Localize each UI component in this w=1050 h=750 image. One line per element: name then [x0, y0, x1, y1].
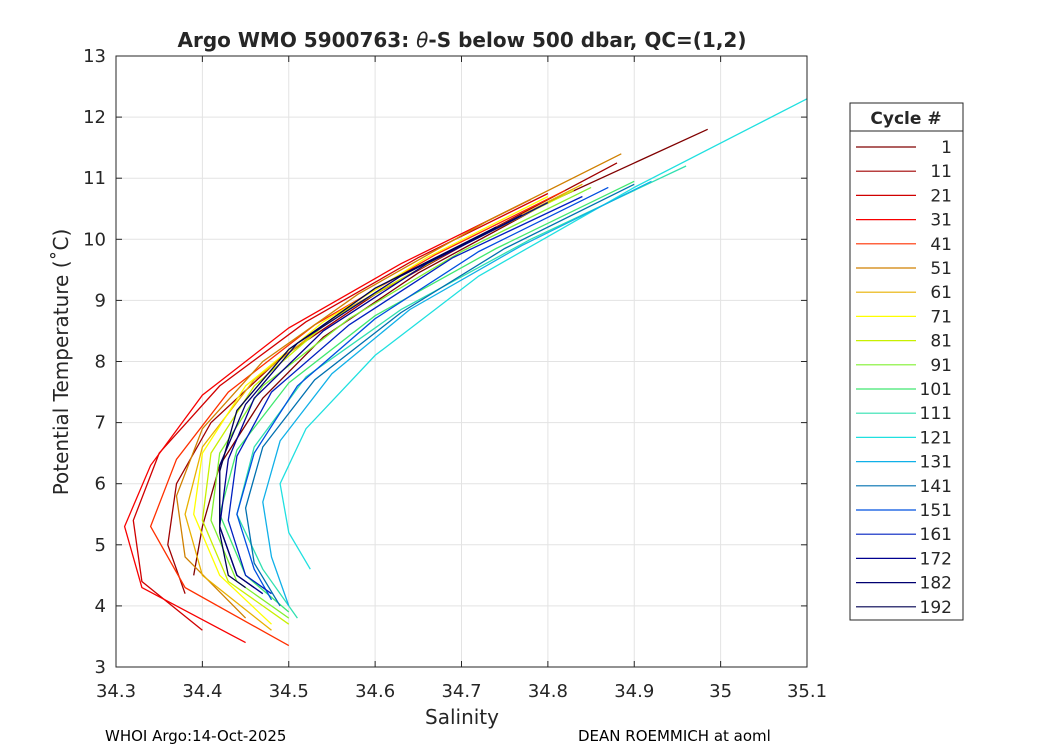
footer-left-text: WHOI Argo:14-Oct-2025	[105, 727, 286, 745]
legend-label: 111	[920, 404, 952, 424]
legend: Cycle # 11121314151617181911011111211311…	[849, 102, 964, 621]
x-tick-label: 35.1	[787, 681, 827, 702]
legend-label: 21	[930, 186, 952, 206]
legend-label: 51	[930, 259, 952, 279]
legend-label: 61	[930, 283, 952, 303]
legend-entry: 131	[856, 453, 952, 473]
profile-line-cycle-131	[262, 180, 652, 607]
profile-line-cycle-41	[149, 189, 566, 647]
legend-label: 1	[941, 138, 952, 158]
x-tick-label: 34.8	[528, 681, 568, 702]
x-tick-label: 34.5	[269, 681, 309, 702]
legend-entry: 71	[856, 307, 952, 327]
y-tick-label: 4	[95, 596, 106, 617]
legend-label: 71	[930, 307, 952, 327]
chart-title: Argo WMO 5900763: θ-S below 500 dbar, QC…	[178, 28, 747, 52]
legend-label: 192	[920, 598, 952, 618]
profile-line-cycle-51	[175, 153, 622, 619]
profile-line-cycle-91	[210, 186, 592, 619]
profile-line-cycle-192	[219, 226, 497, 589]
y-tick-label: 10	[83, 229, 106, 250]
y-tick-label: 9	[95, 290, 106, 311]
y-tick-label: 11	[83, 168, 106, 189]
profile-lines	[123, 98, 808, 647]
legend-entry: 81	[856, 332, 952, 352]
legend-label: 91	[930, 356, 952, 376]
legend-label: 81	[930, 332, 952, 352]
y-tick-label: 3	[95, 657, 106, 678]
legend-entry: 31	[856, 211, 952, 231]
profile-line-cycle-182	[219, 214, 523, 589]
legend-label: 141	[920, 477, 952, 497]
legend-entry: 192	[856, 598, 952, 618]
legend-entry: 91	[856, 356, 952, 376]
legend-entry: 182	[856, 574, 952, 594]
axis-ticks: 34.3 34.4 34.5 34.6 34.7 34.8 34.9 35 35.1 3 4 5 6 7 8…	[83, 46, 827, 702]
y-tick-label: 13	[83, 46, 106, 67]
legend-entries: 1112131415161718191101111121131141151161…	[856, 138, 952, 618]
x-axis-label: Salinity	[425, 705, 499, 729]
y-tick-label: 5	[95, 535, 106, 556]
legend-entry: 11	[856, 162, 952, 182]
profile-line-cycle-161	[227, 195, 583, 595]
x-tick-label: 35	[709, 681, 732, 702]
legend-entry: 41	[856, 235, 952, 255]
legend-label: 41	[930, 235, 952, 255]
legend-label: 101	[920, 380, 952, 400]
legend-label: 151	[920, 501, 952, 521]
legend-entry: 101	[856, 380, 952, 400]
x-tick-label: 34.9	[614, 681, 654, 702]
profile-line-cycle-31	[123, 199, 531, 644]
legend-label: 161	[920, 525, 952, 545]
legend-entry: 111	[856, 404, 952, 424]
footer-right-text: DEAN ROEMMICH at aoml	[578, 727, 771, 745]
grid-lines	[115, 55, 808, 668]
legend-entry: 151	[856, 501, 952, 521]
x-tick-label: 34.6	[355, 681, 395, 702]
title-prefix: Argo WMO 5900763:	[178, 28, 417, 52]
legend-entry: 61	[856, 283, 952, 303]
legend-entry: 51	[856, 259, 952, 279]
x-tick-label: 34.3	[96, 681, 136, 702]
y-tick-label: 12	[83, 107, 106, 128]
legend-label: 31	[930, 211, 952, 231]
profile-line-cycle-101	[219, 180, 635, 613]
legend-entry: 141	[856, 477, 952, 497]
y-tick-label: 6	[95, 474, 106, 495]
x-tick-label: 34.7	[441, 681, 481, 702]
legend-label: 131	[920, 453, 952, 473]
legend-entry: 1	[856, 138, 952, 158]
profile-line-cycle-21	[132, 192, 549, 631]
legend-entry: 172	[856, 549, 952, 569]
profile-line-cycle-151	[236, 186, 609, 601]
legend-entry: 121	[856, 428, 952, 448]
x-tick-label: 34.4	[182, 681, 222, 702]
legend-entry: 21	[856, 186, 952, 206]
legend-entry: 161	[856, 525, 952, 545]
title-suffix: -S below 500 dbar, QC=(1,2)	[428, 28, 746, 52]
legend-label: 121	[920, 428, 952, 448]
y-axis-label: Potential Temperature (˚C)	[49, 229, 73, 496]
y-tick-label: 7	[95, 413, 106, 434]
profile-line-cycle-71	[193, 195, 549, 625]
legend-label: 182	[920, 574, 952, 594]
legend-label: 172	[920, 549, 952, 569]
y-tick-label: 8	[95, 352, 106, 373]
legend-label: 11	[930, 162, 952, 182]
profile-line-cycle-141	[244, 183, 635, 607]
legend-title: Cycle #	[870, 109, 941, 129]
title-theta-symbol: θ	[416, 28, 428, 52]
